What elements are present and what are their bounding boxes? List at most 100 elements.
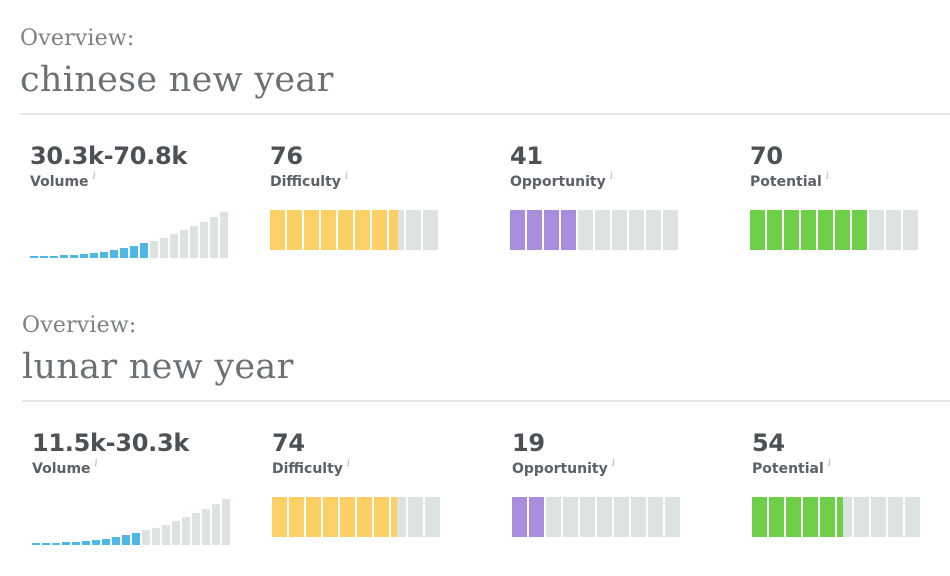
opportunity-value: 41 bbox=[510, 142, 543, 170]
volume-bar bbox=[100, 252, 108, 258]
score-segment bbox=[595, 210, 610, 250]
score-segment bbox=[563, 497, 578, 537]
potential-label: Potential bbox=[750, 174, 822, 190]
score-segment bbox=[648, 497, 663, 537]
volume-bar bbox=[222, 499, 230, 545]
potential-metric: 54 Potential i bbox=[752, 429, 922, 537]
score-segment bbox=[869, 210, 884, 250]
volume-value: 30.3k-70.8k bbox=[30, 142, 188, 170]
volume-bar bbox=[62, 542, 70, 545]
info-icon[interactable]: i bbox=[827, 458, 831, 469]
score-segment bbox=[512, 497, 527, 537]
opportunity-bar bbox=[510, 210, 680, 250]
score-segment bbox=[391, 497, 406, 537]
score-segment bbox=[355, 210, 370, 250]
score-segment bbox=[801, 210, 816, 250]
overview-divider bbox=[22, 400, 950, 402]
difficulty-value: 74 bbox=[272, 429, 305, 457]
score-segment bbox=[818, 210, 833, 250]
volume-bar bbox=[202, 509, 210, 545]
score-segment bbox=[629, 210, 644, 250]
volume-value: 11.5k-30.3k bbox=[32, 429, 190, 457]
score-segment bbox=[888, 497, 903, 537]
score-segment bbox=[854, 497, 869, 537]
opportunity-metric: 19 Opportunity i bbox=[512, 429, 682, 537]
score-segment bbox=[820, 497, 835, 537]
score-segment bbox=[357, 497, 372, 537]
score-segment bbox=[425, 497, 440, 537]
potential-bar bbox=[752, 497, 922, 537]
info-icon[interactable]: i bbox=[825, 171, 829, 182]
score-segment bbox=[287, 210, 302, 250]
volume-chart bbox=[30, 210, 230, 258]
opportunity-value: 19 bbox=[512, 429, 545, 457]
potential-value: 54 bbox=[752, 429, 785, 457]
volume-bar bbox=[172, 521, 180, 545]
score-segment bbox=[580, 497, 595, 537]
score-segment bbox=[529, 497, 544, 537]
volume-bar bbox=[70, 255, 78, 258]
score-segment bbox=[406, 210, 421, 250]
opportunity-label: Opportunity bbox=[512, 461, 608, 477]
opportunity-metric: 41 Opportunity i bbox=[510, 142, 680, 250]
score-segment bbox=[561, 210, 576, 250]
score-segment bbox=[903, 210, 918, 250]
volume-bar bbox=[130, 246, 138, 258]
volume-bar bbox=[112, 537, 120, 545]
score-segment bbox=[323, 497, 338, 537]
potential-label: Potential bbox=[752, 461, 824, 477]
volume-bar bbox=[162, 525, 170, 545]
volume-bar bbox=[60, 255, 68, 258]
volume-bar bbox=[140, 243, 148, 258]
difficulty-metric: 76 Difficulty i bbox=[270, 142, 440, 250]
score-segment bbox=[423, 210, 438, 250]
volume-bar bbox=[90, 253, 98, 258]
score-segment bbox=[372, 210, 387, 250]
score-segment bbox=[905, 497, 920, 537]
volume-metric: 11.5k-30.3k Volume i bbox=[32, 429, 232, 545]
info-icon[interactable]: i bbox=[346, 458, 351, 469]
volume-bar bbox=[152, 528, 160, 545]
volume-bar bbox=[200, 222, 208, 258]
score-segment bbox=[612, 210, 627, 250]
score-segment bbox=[304, 210, 319, 250]
score-segment bbox=[270, 210, 285, 250]
difficulty-metric: 74 Difficulty i bbox=[272, 429, 442, 537]
score-segment bbox=[835, 210, 850, 250]
score-segment bbox=[374, 497, 389, 537]
score-segment bbox=[544, 210, 559, 250]
overview-divider bbox=[20, 113, 950, 115]
overview-label: Overview: bbox=[22, 313, 137, 338]
score-segment bbox=[597, 497, 612, 537]
volume-bar bbox=[150, 241, 158, 258]
info-icon[interactable]: i bbox=[611, 458, 615, 469]
score-segment bbox=[389, 210, 404, 250]
volume-chart bbox=[32, 497, 232, 545]
score-segment bbox=[614, 497, 629, 537]
volume-bar bbox=[142, 530, 150, 545]
score-segment bbox=[408, 497, 423, 537]
volume-bar bbox=[132, 533, 140, 545]
score-segment bbox=[752, 497, 767, 537]
score-segment bbox=[803, 497, 818, 537]
info-icon[interactable]: i bbox=[609, 171, 613, 182]
score-segment bbox=[510, 210, 525, 250]
volume-bar bbox=[192, 513, 200, 545]
volume-bar bbox=[102, 539, 110, 545]
score-segment bbox=[631, 497, 646, 537]
score-segment bbox=[786, 497, 801, 537]
info-icon[interactable]: i bbox=[344, 171, 349, 182]
volume-bar bbox=[50, 256, 58, 258]
volume-bar bbox=[212, 504, 220, 545]
score-segment bbox=[886, 210, 901, 250]
score-segment bbox=[272, 497, 287, 537]
info-icon[interactable]: i bbox=[92, 171, 96, 182]
score-segment bbox=[338, 210, 353, 250]
opportunity-bar bbox=[512, 497, 682, 537]
score-segment bbox=[852, 210, 867, 250]
volume-bar bbox=[170, 234, 178, 258]
volume-bar bbox=[122, 535, 130, 545]
score-segment bbox=[769, 497, 784, 537]
difficulty-bar bbox=[272, 497, 442, 537]
info-icon[interactable]: i bbox=[94, 458, 98, 469]
